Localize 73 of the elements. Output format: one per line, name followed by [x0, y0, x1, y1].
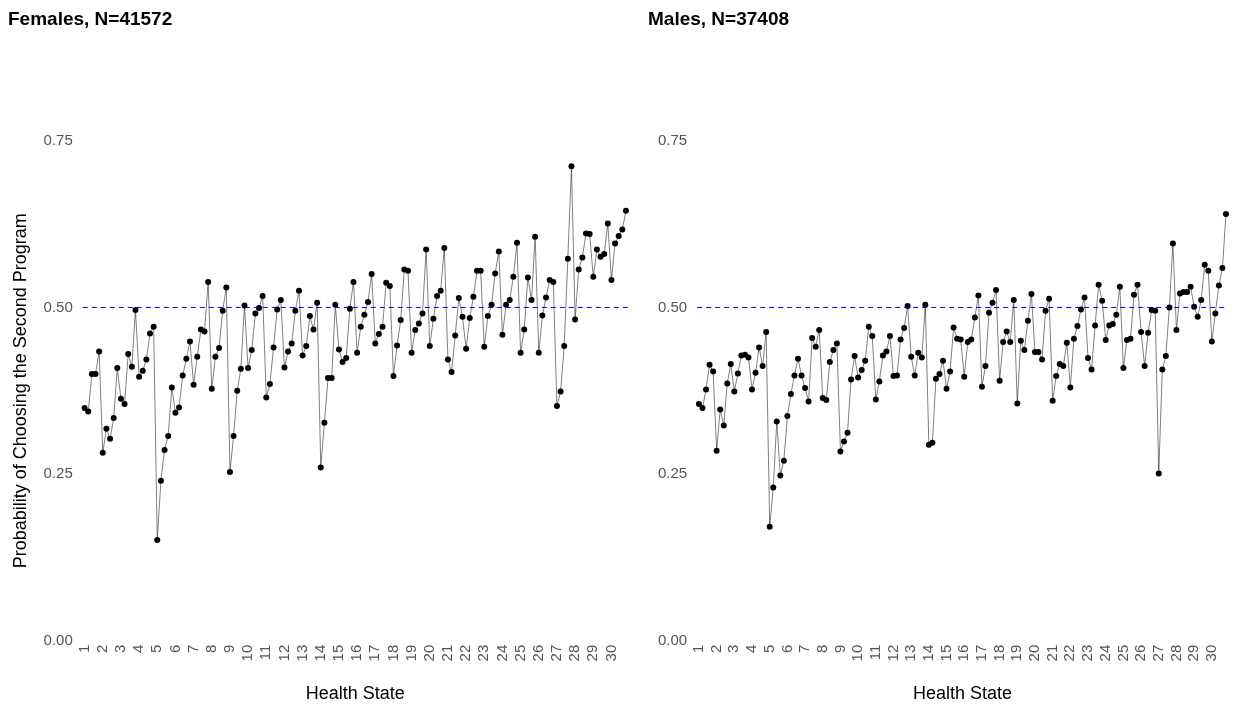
- x-tick-label: 28: [1166, 644, 1184, 662]
- x-tick-label: 5: [147, 644, 165, 654]
- x-tick-label: 14: [919, 644, 936, 662]
- y-tick-label: 0.50: [43, 297, 73, 315]
- x-tick-label: 30: [1201, 644, 1219, 662]
- x-tick-label: 15: [936, 644, 954, 662]
- x-tick-label: 10: [238, 644, 256, 662]
- x-tick-label: 9: [830, 644, 848, 654]
- chart-title: Males, N=37408: [648, 7, 790, 29]
- x-tick-label: 17: [972, 644, 990, 662]
- x-tick-label: 3: [724, 644, 742, 654]
- x-tick-label: 12: [883, 644, 901, 662]
- x-tick-label: 7: [795, 644, 813, 654]
- y-tick-label: 0.75: [43, 130, 73, 148]
- y-tick-label: 0.25: [657, 464, 688, 482]
- x-tick-label: 26: [1131, 644, 1149, 662]
- y-axis-title: Probability of Choosing the Second Program: [9, 213, 30, 569]
- x-tick-label: 5: [759, 644, 777, 654]
- x-tick-label: 21: [1042, 644, 1060, 662]
- x-tick-label: 23: [474, 644, 492, 662]
- x-tick-label: 1: [689, 644, 707, 654]
- x-tick-label: 20: [419, 644, 437, 662]
- x-tick-label: 25: [510, 644, 528, 662]
- x-axis-title: Health State: [305, 683, 405, 704]
- y-tick-label: 0.50: [657, 297, 688, 315]
- chart-title: Females, N=41572: [8, 7, 173, 29]
- x-tick-label: 28: [565, 644, 583, 662]
- y-tick-label: 0.00: [43, 630, 73, 648]
- x-tick-label: 14: [310, 644, 328, 662]
- x-tick-label: 2: [706, 644, 724, 654]
- x-tick-label: 6: [777, 644, 795, 654]
- x-tick-label: 21: [438, 644, 456, 662]
- x-tick-label: 15: [329, 644, 347, 662]
- x-tick-label: 19: [401, 644, 419, 662]
- x-tick-label: 16: [954, 644, 972, 662]
- x-tick-label: 29: [583, 644, 601, 662]
- x-tick-label: 19: [1007, 644, 1025, 662]
- y-tick-label: 0.00: [657, 630, 688, 648]
- x-tick-label: 13: [292, 644, 310, 662]
- x-tick-label: 7: [183, 644, 201, 654]
- x-tick-label: 9: [220, 644, 238, 654]
- x-tick-label: 25: [1113, 644, 1131, 662]
- x-tick-label: 12: [274, 644, 292, 662]
- x-axis-title: Health State: [912, 683, 1012, 704]
- x-tick-label: 6: [165, 644, 183, 654]
- x-tick-label: 16: [347, 644, 365, 662]
- x-tick-label: 11: [865, 644, 883, 661]
- x-tick-label: 20: [1025, 644, 1043, 662]
- x-tick-label: 13: [901, 644, 919, 662]
- y-tick-label: 0.25: [43, 464, 73, 482]
- x-tick-label: 2: [92, 644, 110, 654]
- x-tick-label: 22: [456, 644, 474, 662]
- x-tick-label: 24: [492, 644, 510, 662]
- x-tick-label: 30: [601, 644, 619, 662]
- x-tick-label: 18: [989, 644, 1007, 662]
- x-tick-label: 4: [129, 644, 147, 654]
- x-tick-label: 18: [383, 644, 401, 662]
- x-tick-label: 27: [547, 644, 565, 662]
- x-tick-label: 24: [1095, 644, 1113, 662]
- x-tick-label: 4: [742, 644, 760, 654]
- x-tick-label: 23: [1078, 644, 1096, 662]
- x-tick-label: 1: [74, 644, 92, 654]
- x-tick-label: 22: [1060, 644, 1078, 662]
- x-tick-label: 29: [1184, 644, 1202, 662]
- x-tick-label: 27: [1148, 644, 1166, 662]
- x-tick-label: 11: [256, 644, 274, 661]
- x-tick-label: 3: [111, 644, 129, 654]
- x-tick-label: 8: [812, 644, 830, 654]
- x-tick-label: 10: [848, 644, 866, 662]
- y-tick-label: 0.75: [657, 130, 688, 148]
- x-tick-label: 8: [201, 644, 219, 654]
- x-tick-label: 17: [365, 644, 383, 662]
- x-tick-label: 26: [528, 644, 546, 662]
